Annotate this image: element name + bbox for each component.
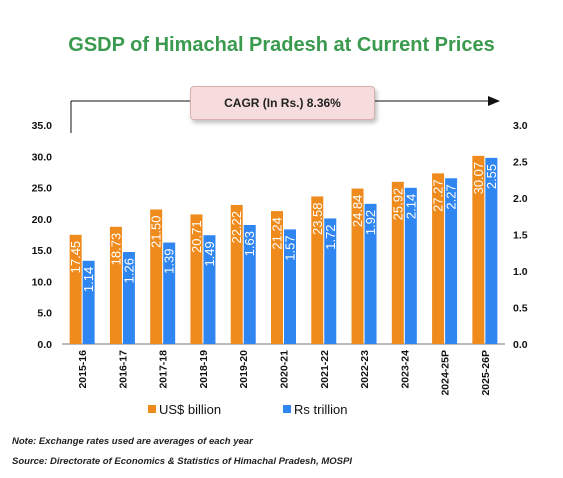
- rs-bar: [284, 229, 296, 344]
- category-label: 2016-17: [117, 350, 129, 389]
- right-axis-tick-label: 1.5: [513, 230, 528, 242]
- legend-usd-label: US$ billion: [159, 402, 221, 417]
- rs-data-label: 1.14: [81, 267, 96, 292]
- usd-data-label: 23.58: [310, 202, 325, 235]
- legend-usd-swatch: [148, 405, 156, 413]
- rs-bar: [445, 178, 458, 344]
- legend-rs-swatch: [283, 405, 291, 413]
- category-label: 2025-26P: [480, 350, 492, 396]
- usd-bar: [190, 214, 203, 344]
- usd-data-label: 27.27: [431, 179, 446, 212]
- usd-data-label: 30.07: [471, 162, 486, 195]
- rs-bar: [485, 157, 498, 344]
- left-axis-tick-label: 15.0: [32, 245, 53, 257]
- rs-bar: [203, 235, 216, 344]
- rs-data-label: 1.57: [283, 235, 298, 260]
- rs-data-label: 2.27: [444, 184, 459, 209]
- right-axis-tick-label: 0.5: [513, 303, 528, 315]
- category-label: 2020-21: [279, 350, 291, 389]
- rs-bar: [324, 218, 337, 344]
- usd-bar: [391, 181, 404, 344]
- left-axis-tick-label: 20.0: [32, 214, 53, 226]
- left-axis-tick-label: 25.0: [32, 183, 53, 195]
- category-label: 2017-18: [158, 350, 170, 389]
- category-label: 2023-24: [399, 350, 411, 389]
- rs-data-label: 1.92: [363, 210, 378, 235]
- usd-bar: [271, 211, 283, 344]
- rs-bar: [122, 252, 135, 344]
- usd-data-label: 18.73: [108, 233, 123, 266]
- rs-bar: [364, 203, 377, 344]
- left-axis-tick-label: 0.0: [37, 339, 52, 351]
- rs-data-label: 1.72: [323, 224, 338, 249]
- usd-data-label: 20.71: [189, 220, 204, 253]
- usd-bar: [351, 188, 364, 344]
- rs-bar: [82, 260, 95, 344]
- legend-rs-label: Rs trillion: [294, 402, 347, 417]
- usd-bar: [109, 226, 122, 344]
- usd-bar: [432, 173, 445, 344]
- left-axis-tick-label: 30.0: [32, 151, 53, 163]
- category-label: 2019-20: [238, 350, 250, 389]
- usd-data-label: 21.50: [149, 215, 164, 248]
- usd-bar: [150, 209, 163, 344]
- category-label: 2022-23: [359, 350, 371, 389]
- rs-data-label: 2.55: [484, 164, 499, 189]
- source-note: Source: Directorate of Economics & Stati…: [12, 456, 352, 467]
- rs-data-label: 2.14: [403, 194, 418, 219]
- usd-data-label: 24.84: [350, 195, 365, 228]
- usd-data-label: 17.45: [68, 241, 83, 274]
- usd-data-label: 22.22: [229, 211, 244, 244]
- category-label: 2018-19: [198, 350, 210, 389]
- right-axis-tick-label: 1.0: [513, 266, 528, 278]
- category-label: 2021-22: [319, 350, 331, 389]
- chart-title: GSDP of Himachal Pradesh at Current Pric…: [68, 34, 495, 56]
- right-axis-tick-label: 3.0: [513, 120, 528, 132]
- rs-data-label: 1.63: [242, 231, 257, 256]
- rs-data-label: 1.39: [162, 249, 177, 274]
- rs-data-label: 1.26: [121, 258, 136, 283]
- rs-bar: [243, 225, 256, 344]
- rs-data-label: 1.49: [202, 241, 217, 266]
- right-axis-tick-label: 2.0: [513, 193, 528, 205]
- left-axis-tick-label: 10.0: [32, 276, 53, 288]
- usd-bar: [230, 204, 243, 344]
- exchange-rate-note: Note: Exchange rates used are averages o…: [12, 436, 253, 447]
- usd-bar: [472, 155, 485, 344]
- category-label: 2024-25P: [440, 350, 452, 396]
- rs-bar: [404, 187, 417, 344]
- right-axis-tick-label: 0.0: [513, 339, 528, 351]
- usd-data-label: 21.24: [270, 217, 285, 250]
- rs-bar: [163, 242, 176, 344]
- left-axis-tick-label: 35.0: [32, 120, 53, 132]
- cagr-label: CAGR (In Rs.) 8.36%: [190, 86, 375, 120]
- category-label: 2015-16: [77, 350, 89, 389]
- right-axis-tick-label: 2.5: [513, 157, 528, 169]
- left-axis-tick-label: 5.0: [37, 308, 52, 320]
- usd-data-label: 25.92: [390, 188, 405, 221]
- usd-bar: [311, 196, 324, 344]
- usd-bar: [69, 234, 82, 344]
